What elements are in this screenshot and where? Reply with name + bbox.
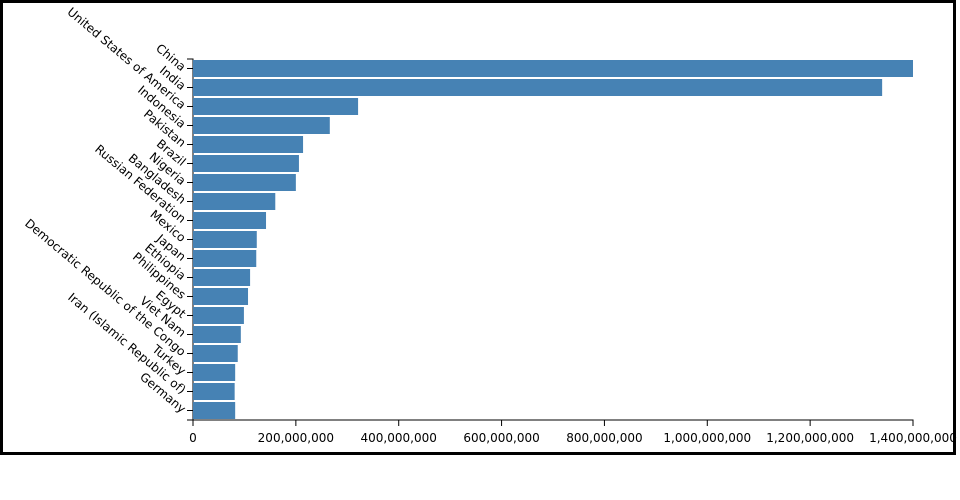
x-axis-line [192,419,914,426]
bar [193,307,244,324]
bar [193,60,913,77]
x-tick-label: 600,000,000 [463,431,539,445]
bar [193,212,267,229]
bar [193,98,359,115]
x-tick-label: 1,400,000,000 [869,431,957,445]
x-tick-label: 0 [189,431,197,445]
bar [193,193,276,210]
x-tick-label: 800,000,000 [566,431,642,445]
bar [193,117,330,134]
bar [193,79,883,96]
bar [193,383,235,400]
bar [193,402,236,419]
bar [193,136,304,153]
x-tick-label: 200,000,000 [258,431,334,445]
x-tick-label: 1,000,000,000 [663,431,751,445]
bar [193,326,241,343]
x-tick-label: 400,000,000 [361,431,437,445]
bar [193,269,251,286]
bar [193,364,236,381]
bar [193,250,257,267]
bar [193,345,238,362]
bar [193,231,257,248]
bar [193,174,296,191]
bar [193,288,249,305]
bar [193,155,299,172]
frame [0,0,956,455]
x-tick-label: 1,200,000,000 [766,431,854,445]
